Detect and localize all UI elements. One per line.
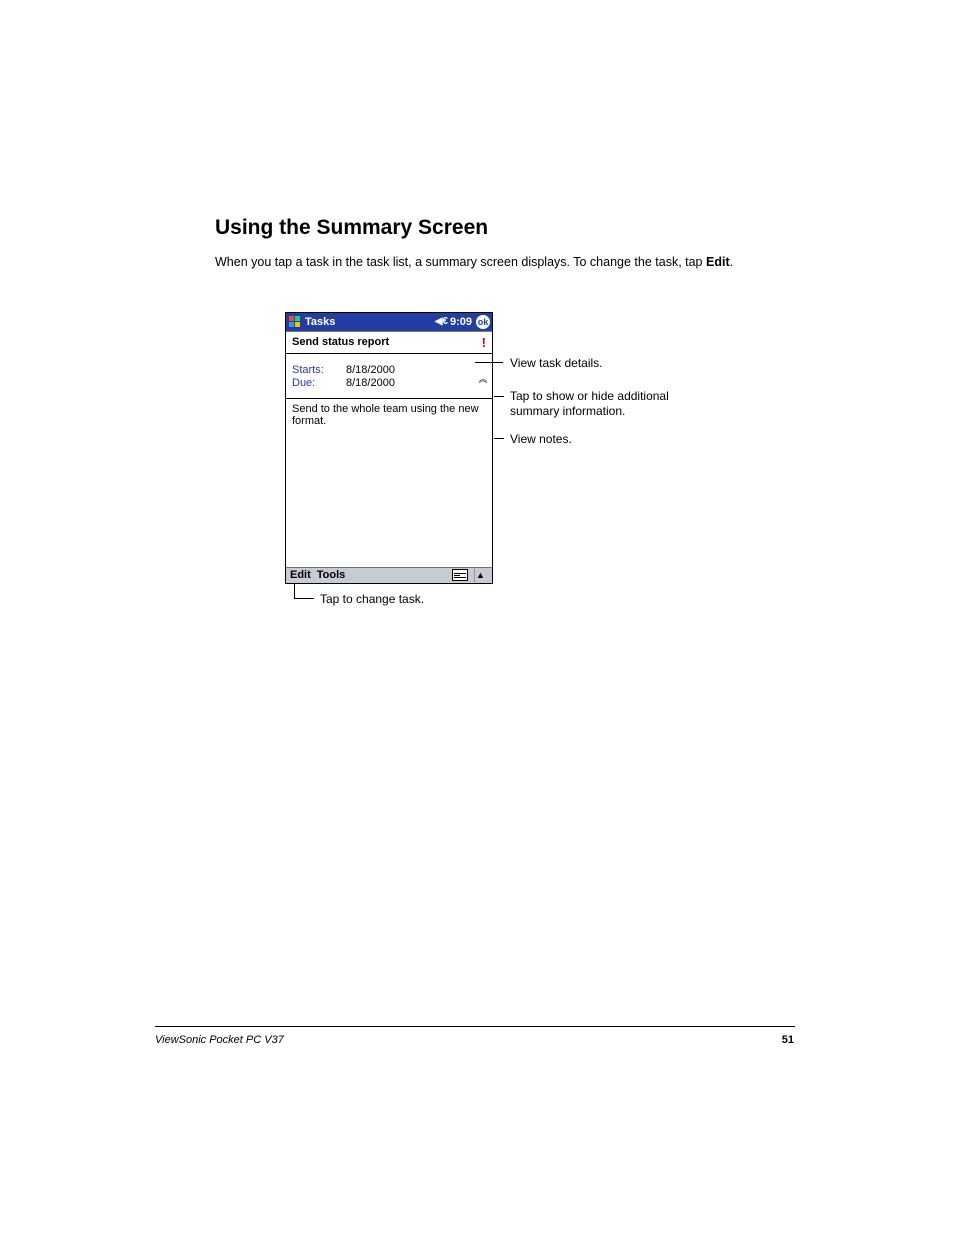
section-heading: Using the Summary Screen xyxy=(215,216,825,240)
speaker-icon[interactable]: ◀€ xyxy=(435,316,448,327)
dates-table: Starts: 8/18/2000 Due: 8/18/2000 xyxy=(292,364,395,390)
footer-rule xyxy=(155,1026,795,1027)
starts-label: Starts: xyxy=(292,364,346,377)
callout-toggle-l2: summary information. xyxy=(510,404,625,418)
starts-value: 8/18/2000 xyxy=(346,364,395,377)
collapse-chevron-icon[interactable]: ︽ xyxy=(477,374,489,386)
task-dates: Starts: 8/18/2000 Due: 8/18/2000 ︽ xyxy=(286,354,492,398)
windows-flag-icon[interactable] xyxy=(288,315,302,329)
callout-notes: View notes. xyxy=(510,432,572,447)
pocketpc-screenshot: Tasks ◀€ 9:09 ok Send status report ! St… xyxy=(285,312,493,584)
task-name: Send status report xyxy=(292,336,389,348)
callout-details: View task details. xyxy=(510,356,603,371)
task-title-row: Send status report ! xyxy=(286,331,492,353)
title-bar: Tasks ◀€ 9:09 ok xyxy=(286,313,492,331)
edit-menu[interactable]: Edit xyxy=(290,569,311,581)
priority-icon: ! xyxy=(482,335,486,350)
task-notes: Send to the whole team using the new for… xyxy=(286,398,492,548)
body-text-pre: When you tap a task in the task list, a … xyxy=(215,255,706,269)
body-text-post: . xyxy=(730,255,733,269)
body-text-bold: Edit xyxy=(706,255,730,269)
due-label: Due: xyxy=(292,377,346,390)
keyboard-icon[interactable] xyxy=(452,569,468,581)
callout-toggle-l1: Tap to show or hide additional xyxy=(510,389,669,403)
callout-edit: Tap to change task. xyxy=(320,592,424,607)
tools-menu[interactable]: Tools xyxy=(317,569,346,581)
footer-page-number: 51 xyxy=(782,1034,794,1046)
footer-product: ViewSonic Pocket PC V37 xyxy=(155,1034,284,1046)
clock-time: 9:09 xyxy=(450,316,472,328)
callout-toggle: Tap to show or hide additional summary i… xyxy=(510,389,669,419)
due-value: 8/18/2000 xyxy=(346,377,395,390)
figure: Tasks ◀€ 9:09 ok Send status report ! St… xyxy=(285,312,825,622)
ok-button[interactable]: ok xyxy=(476,315,490,329)
input-panel-up-icon[interactable]: ▲ xyxy=(474,568,486,582)
app-title: Tasks xyxy=(305,316,435,328)
bottom-menubar: Edit Tools ▲ xyxy=(286,567,492,583)
body-paragraph: When you tap a task in the task list, a … xyxy=(215,254,825,272)
